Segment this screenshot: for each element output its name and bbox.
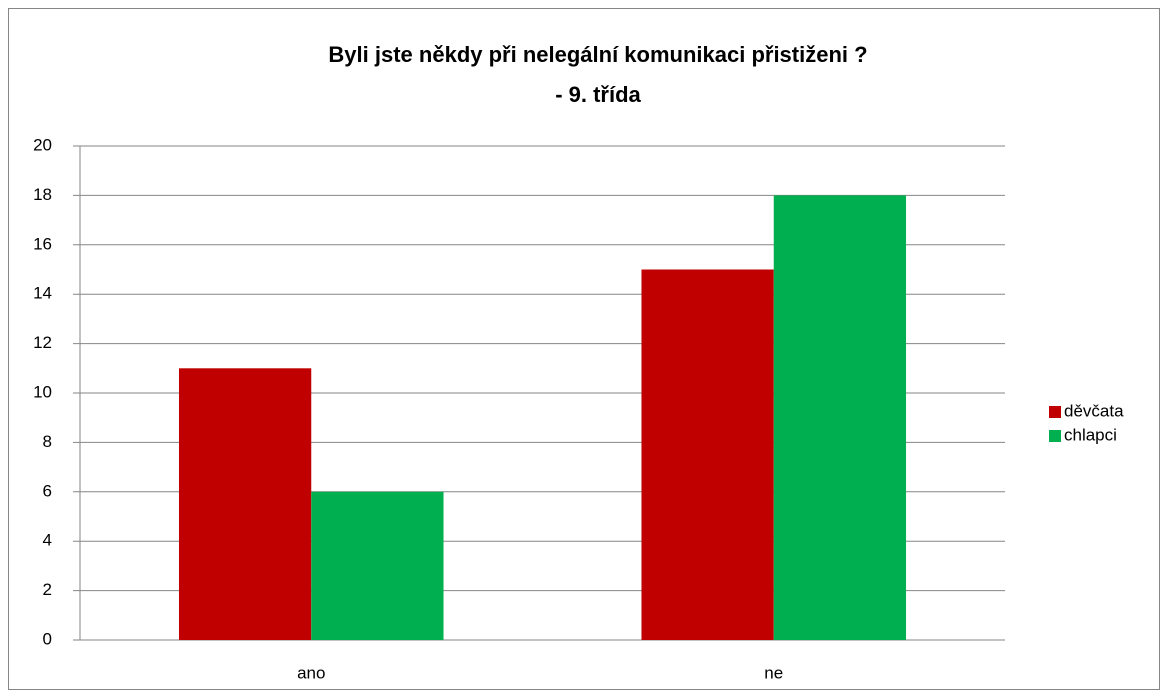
bar <box>178 368 312 640</box>
y-tick-label: 20 <box>33 135 52 154</box>
y-tick-label: 0 <box>43 629 52 648</box>
y-tick-label: 6 <box>43 481 52 500</box>
legend-label: děvčata <box>1064 401 1124 420</box>
bar <box>773 195 907 640</box>
x-tick-label: ano <box>297 663 325 682</box>
y-tick-label: 4 <box>43 531 52 550</box>
chart-title: - 9. třída <box>555 82 641 107</box>
legend-swatch <box>1049 430 1061 442</box>
y-tick-label: 14 <box>33 284 52 303</box>
y-tick-label: 12 <box>33 333 52 352</box>
y-tick-label: 10 <box>33 382 52 401</box>
x-tick-label: ne <box>764 663 783 682</box>
legend-swatch <box>1049 406 1061 418</box>
bar <box>311 491 444 640</box>
legend-label: chlapci <box>1064 425 1117 444</box>
y-tick-label: 18 <box>33 185 52 204</box>
y-tick-label: 2 <box>43 580 52 599</box>
chart-title: Byli jste někdy při nelegální komunikaci… <box>328 42 867 67</box>
y-tick-label: 8 <box>43 432 52 451</box>
bar <box>641 269 774 640</box>
y-tick-label: 16 <box>33 234 52 253</box>
